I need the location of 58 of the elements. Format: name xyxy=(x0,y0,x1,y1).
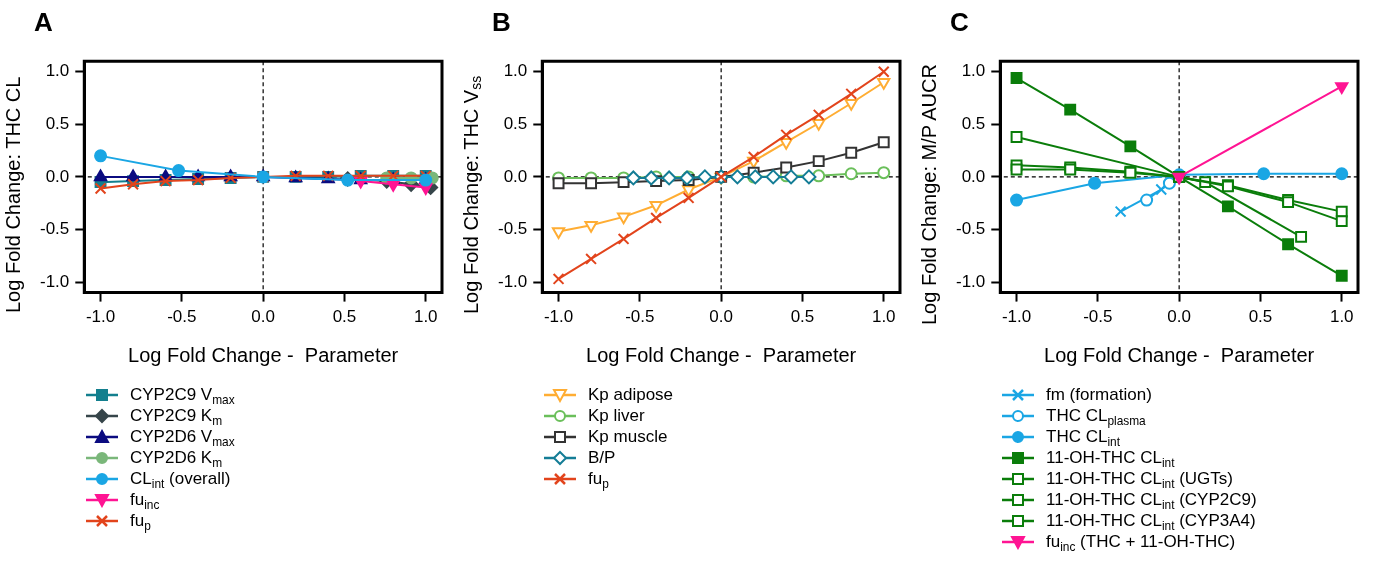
x-tick-label: 0.5 xyxy=(332,307,357,327)
y-tick-label: 0.5 xyxy=(503,114,528,133)
legend-label: CYP2D6 V$_{max}$ xyxy=(130,426,235,450)
x-tick-label: 0.0 xyxy=(251,307,275,327)
y-tick-label: 0.0 xyxy=(503,166,528,186)
x-tick-label: -1.0 xyxy=(543,307,574,327)
y-tick-label: -0.5 xyxy=(40,219,70,239)
y-axis-title: Log Fold Change: THC CL xyxy=(2,75,25,316)
x-tick-label: -0.5 xyxy=(1083,307,1113,327)
x-tick-label: 1.0 xyxy=(871,307,896,327)
legend-label: THC CL$_{plasma}$ xyxy=(1046,405,1146,429)
chart-title: C xyxy=(950,6,969,37)
x-tick-label: 0.0 xyxy=(709,307,733,327)
y-tick-label: 1.0 xyxy=(961,61,986,81)
legend-label: Kp muscle xyxy=(588,426,668,447)
legend-label: CYP2C9 K$_{m}$ xyxy=(130,405,223,429)
legend-label: B/P xyxy=(588,447,616,468)
legend-label: CL$_{int}$ (overall) xyxy=(130,468,231,492)
y-tick-label: 0.5 xyxy=(961,114,986,133)
y-tick-label: 0.5 xyxy=(45,114,70,133)
x-tick-label: 1.0 xyxy=(413,307,438,327)
chart-title: A xyxy=(34,6,53,37)
y-tick-label: 0.0 xyxy=(961,166,986,186)
legend-label: THC CL$_{int}$ xyxy=(1046,427,1120,450)
y-tick-label: -1.0 xyxy=(40,271,70,291)
legend-label: Kp liver xyxy=(588,405,645,426)
legend-label: 11-OH-THC CL$_{int}$ (UGTs) xyxy=(1046,468,1233,492)
legend-label: 11-OH-THC CL$_{int}$ xyxy=(1046,447,1175,471)
x-tick-label: -1.0 xyxy=(1001,307,1032,327)
y-tick-label: -0.5 xyxy=(498,219,528,239)
legend-label: fu$_{inc}$ xyxy=(130,490,160,513)
y-tick-label: -0.5 xyxy=(956,219,986,239)
x-tick-label: 0.0 xyxy=(1167,307,1191,327)
legend-label: fu$_{p}$ xyxy=(588,468,609,492)
y-tick-label: -1.0 xyxy=(956,271,986,291)
x-tick-label: -0.5 xyxy=(167,307,197,327)
legend-label: fm (formation) xyxy=(1046,384,1152,405)
x-tick-label: 0.5 xyxy=(790,307,815,327)
legend-label: CYP2C9 V$_{max}$ xyxy=(130,384,235,408)
x-tick-label: -0.5 xyxy=(625,307,655,327)
x-tick-label: -1.0 xyxy=(85,307,116,327)
x-axis-title: Log Fold Change - Parameter xyxy=(128,343,399,366)
legend-label: fu$_{p}$ xyxy=(130,510,151,534)
legend-label: fu$_{inc}$ (THC + 11-OH-THC) xyxy=(1046,531,1236,555)
x-axis-title: Log Fold Change - Parameter xyxy=(586,343,857,366)
y-tick-label: 1.0 xyxy=(45,61,70,81)
chart-title: B xyxy=(492,6,511,37)
legend-label: Kp adipose xyxy=(588,384,674,405)
y-tick-label: 1.0 xyxy=(503,61,528,81)
legend-label: 11-OH-THC CL$_{int}$ (CYP3A4) xyxy=(1046,510,1256,534)
y-axis-title: Log Fold Change: M/P AUCR xyxy=(918,63,941,328)
legend-label: 11-OH-THC CL$_{int}$ (CYP2C9) xyxy=(1046,489,1257,513)
x-axis-title: Log Fold Change - Parameter xyxy=(1044,343,1315,366)
x-tick-label: 1.0 xyxy=(1329,307,1354,327)
y-tick-label: -1.0 xyxy=(498,271,528,291)
legend-label: CYP2D6 K$_{m}$ xyxy=(130,447,223,471)
y-tick-label: 0.0 xyxy=(45,166,70,186)
x-tick-label: 0.5 xyxy=(1248,307,1273,327)
